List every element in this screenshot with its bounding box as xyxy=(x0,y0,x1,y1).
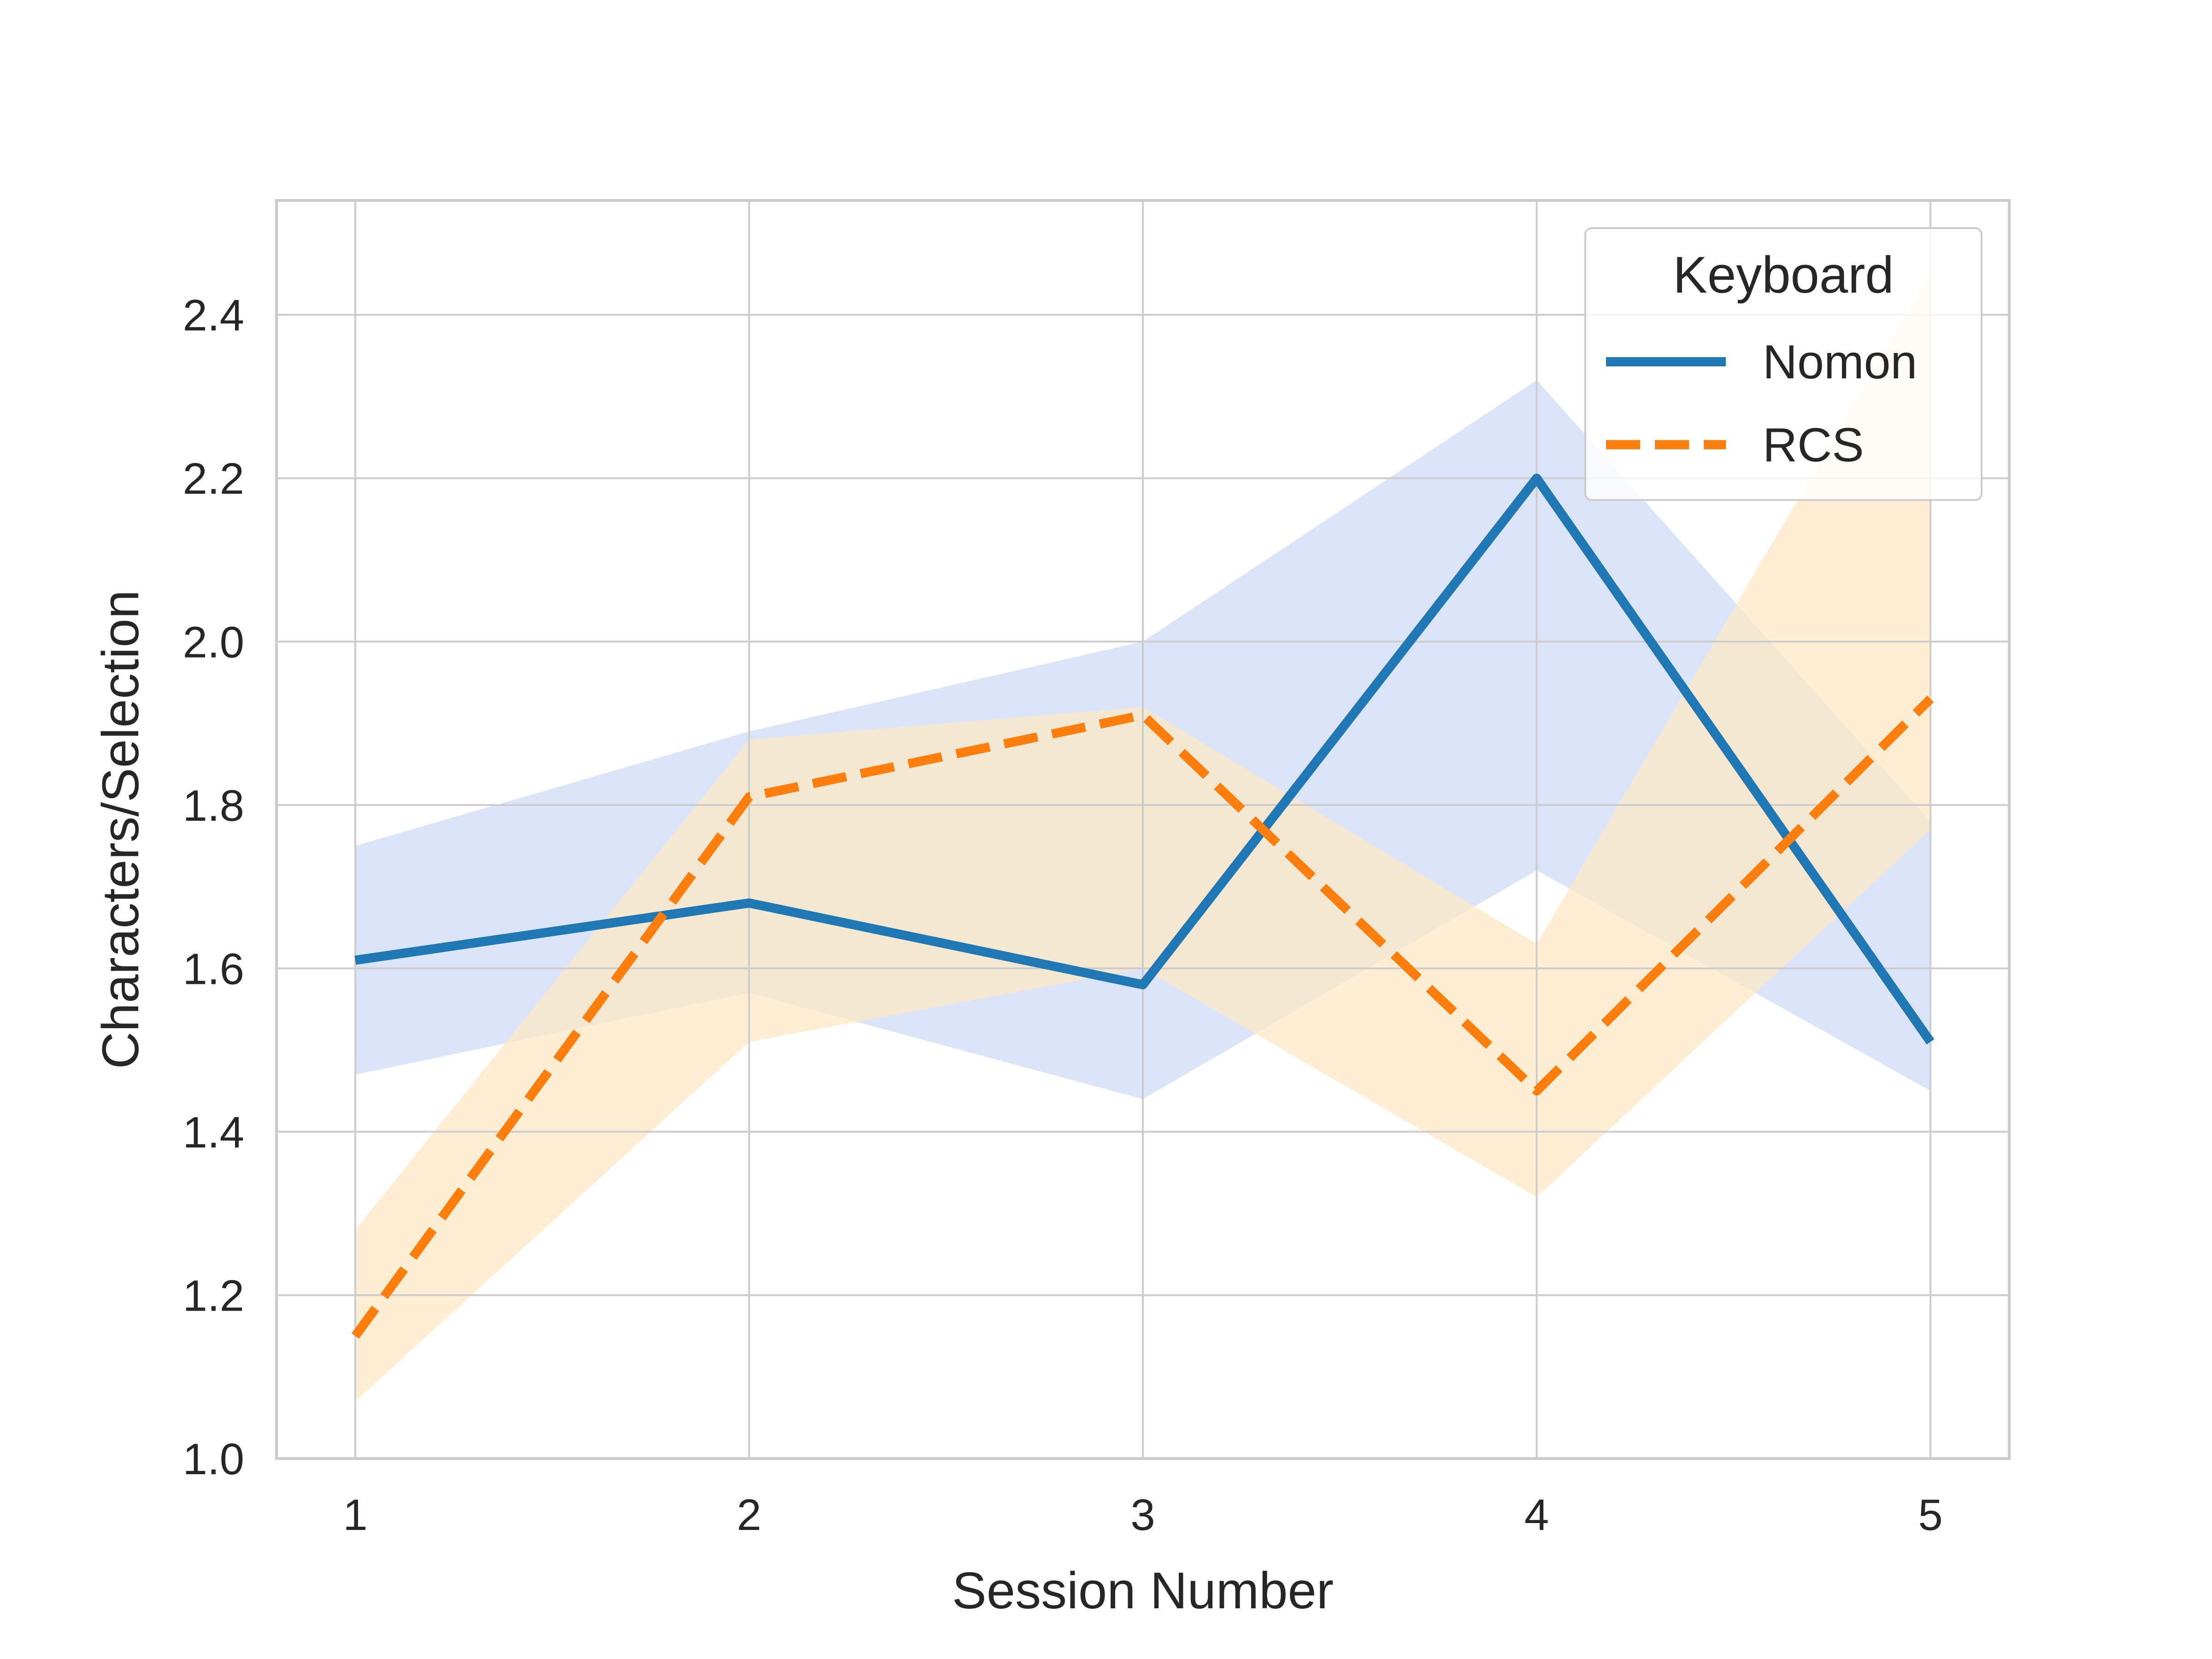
legend-label-nomon: Nomon xyxy=(1763,335,1917,389)
y-tick-label: 2.0 xyxy=(183,618,244,667)
x-tick-label: 2 xyxy=(737,1490,761,1540)
legend: Keyboard Nomon RCS xyxy=(1584,227,1983,501)
y-tick-label: 2.4 xyxy=(183,291,244,340)
legend-label-rcs: RCS xyxy=(1763,418,1864,472)
plot-frame xyxy=(275,199,2011,1460)
y-tick-label: 2.2 xyxy=(183,454,244,504)
y-tick-label: 1.4 xyxy=(183,1108,244,1157)
legend-title: Keyboard xyxy=(1673,246,1894,304)
x-tick-label: 3 xyxy=(1130,1490,1155,1540)
series-lines xyxy=(351,473,1935,1339)
series-line-nomon xyxy=(354,473,1935,1045)
legend-items: Nomon RCS xyxy=(1606,335,1917,472)
y-tick-label: 1.2 xyxy=(183,1271,244,1320)
y-tick-label: 1.6 xyxy=(183,944,244,994)
legend-box xyxy=(1584,227,1983,501)
y-tick-label: 1.8 xyxy=(183,781,244,830)
x-axis-label: Session Number xyxy=(952,1562,1334,1619)
y-tick-labels: 1.0 1.2 1.4 1.6 1.8 2.0 2.2 2.4 xyxy=(183,291,244,1484)
y-tick-label: 1.0 xyxy=(183,1435,244,1484)
x-tick-label: 4 xyxy=(1524,1490,1549,1540)
x-tick-labels: 1 2 3 4 5 xyxy=(343,1490,1943,1540)
y-axis-label: Characters/Selection xyxy=(92,590,149,1069)
series-line-rcs xyxy=(351,695,1934,1339)
x-tick-label: 5 xyxy=(1918,1490,1942,1540)
x-tick-label: 1 xyxy=(343,1490,367,1540)
